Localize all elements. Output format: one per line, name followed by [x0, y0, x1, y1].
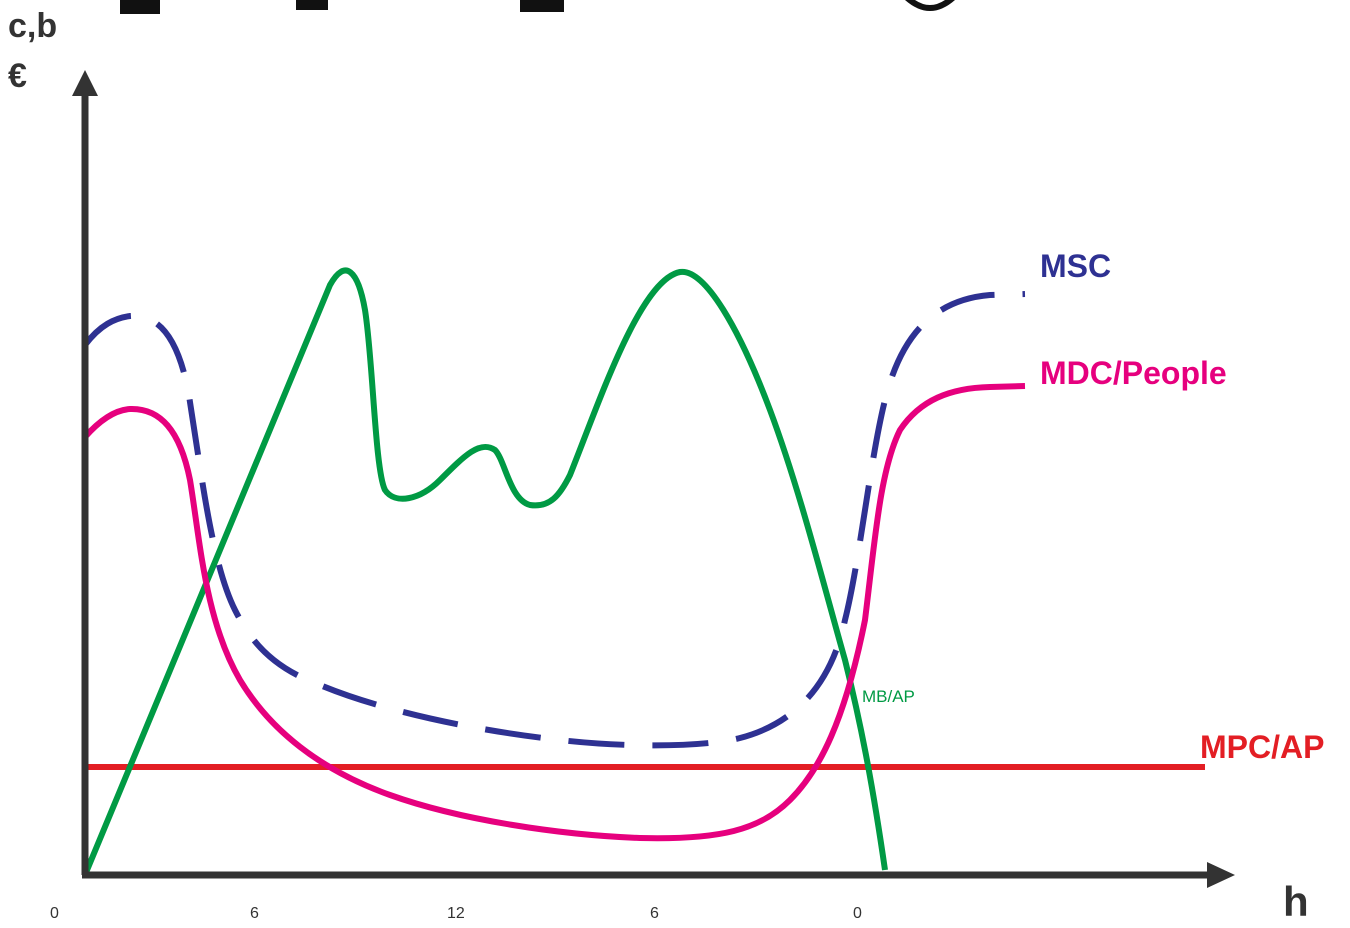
mdc-people-curve [82, 383, 1026, 842]
y-axis-label: c,b € [8, 8, 57, 94]
y-axis-label-cb: c,b [8, 7, 58, 45]
x-axis-label: h [1283, 878, 1309, 925]
clipped-title-fragments [120, 0, 955, 14]
msc-curve [82, 291, 1026, 749]
mpc-ap-label: MPC/AP [1200, 729, 1325, 765]
y-axis [72, 70, 98, 875]
mb-ap-label: MB/AP [862, 687, 915, 706]
x-tick-label: 0 [853, 905, 862, 922]
x-tick-label: 12 [447, 905, 465, 922]
mb-ap-curve [82, 267, 888, 877]
y-axis-label-euro: € [8, 57, 27, 95]
x-tick-label: 0 [50, 905, 59, 922]
msc-label: MSC [1040, 248, 1112, 284]
x-tick-label: 6 [650, 905, 659, 922]
x-axis-arrow-icon [1207, 862, 1235, 888]
x-axis [82, 862, 1235, 888]
mdc-people-label: MDC/People [1040, 355, 1227, 391]
x-tick-label: 6 [250, 905, 259, 922]
y-axis-arrow-icon [72, 70, 98, 96]
